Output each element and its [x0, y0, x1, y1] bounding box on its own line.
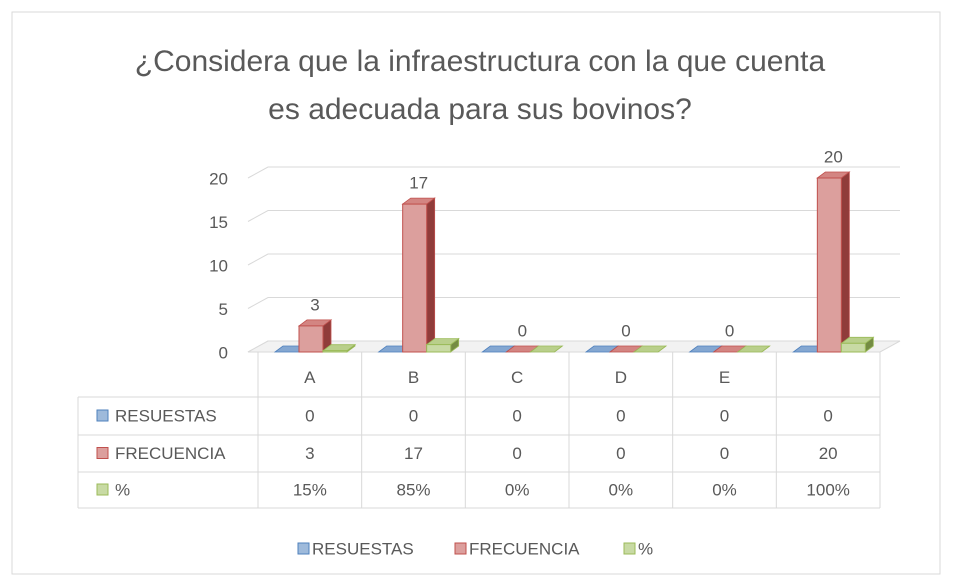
y-tick-label: 20	[209, 169, 228, 188]
y-tick-label: 10	[209, 256, 228, 275]
table-cell: 0	[720, 444, 729, 463]
legend-key	[297, 542, 310, 555]
chart-title: ¿Considera que la infraestructura con la…	[134, 45, 826, 126]
data-label: 17	[409, 174, 428, 193]
table-cell: 0	[720, 406, 729, 425]
table-cell: 3	[305, 444, 314, 463]
chart-border	[11, 11, 941, 575]
data-label: 0	[621, 321, 630, 340]
table-cell: 0	[512, 406, 521, 425]
y-tick-label: 0	[219, 343, 228, 362]
table-legend-key	[96, 409, 109, 422]
table-cell: 0%	[505, 480, 530, 499]
bar	[816, 177, 842, 353]
bar	[298, 325, 324, 353]
legend-label: %	[638, 539, 653, 558]
table-cell: 0	[512, 444, 521, 463]
x-tick-label: E	[719, 368, 730, 387]
table-cell: 0	[409, 406, 418, 425]
bar-top	[736, 345, 771, 353]
grid-line	[247, 210, 900, 222]
table-legend-key	[96, 447, 109, 459]
table-row-label: %	[115, 480, 130, 499]
legend-label: RESUESTAS	[312, 539, 414, 558]
data-label: 20	[824, 147, 843, 166]
grid-line	[247, 166, 900, 179]
table-cell: 85%	[396, 480, 430, 499]
x-tick-label: D	[615, 368, 627, 387]
table-cell: 0%	[712, 480, 737, 499]
table-cell: 0	[305, 406, 314, 425]
bar-top	[529, 345, 564, 353]
table-cell: 0	[823, 406, 832, 425]
table-cell: 100%	[806, 480, 849, 499]
bar-top	[632, 345, 668, 353]
table-row-label: RESUESTAS	[115, 406, 217, 425]
x-tick-label: A	[304, 368, 316, 387]
table-cell: 0	[616, 406, 625, 425]
bar-side	[840, 171, 850, 353]
y-tick-label: 5	[219, 300, 228, 319]
grid-line	[247, 253, 900, 266]
table-legend-key	[96, 483, 109, 496]
legend-key	[623, 542, 636, 555]
legend-key	[454, 542, 467, 555]
bar	[840, 342, 866, 353]
data-label: 0	[518, 321, 527, 340]
table-cell: 20	[819, 444, 838, 463]
table-cell: 17	[404, 444, 423, 463]
bar	[426, 344, 452, 353]
x-tick-label: C	[511, 368, 523, 387]
bar	[322, 350, 348, 353]
table-cell: 15%	[293, 480, 327, 499]
table-cell: 0%	[609, 480, 634, 499]
legend-label: FRECUENCIA	[469, 539, 580, 558]
bar-side	[426, 197, 436, 353]
y-tick-label: 15	[209, 213, 228, 232]
data-label: 0	[725, 321, 734, 340]
data-label: 3	[310, 295, 319, 314]
grid-line	[247, 297, 900, 309]
table-cell: 0	[616, 444, 625, 463]
table-row-label: FRECUENCIA	[115, 444, 226, 463]
bar	[402, 203, 428, 353]
x-tick-label: B	[408, 368, 419, 387]
